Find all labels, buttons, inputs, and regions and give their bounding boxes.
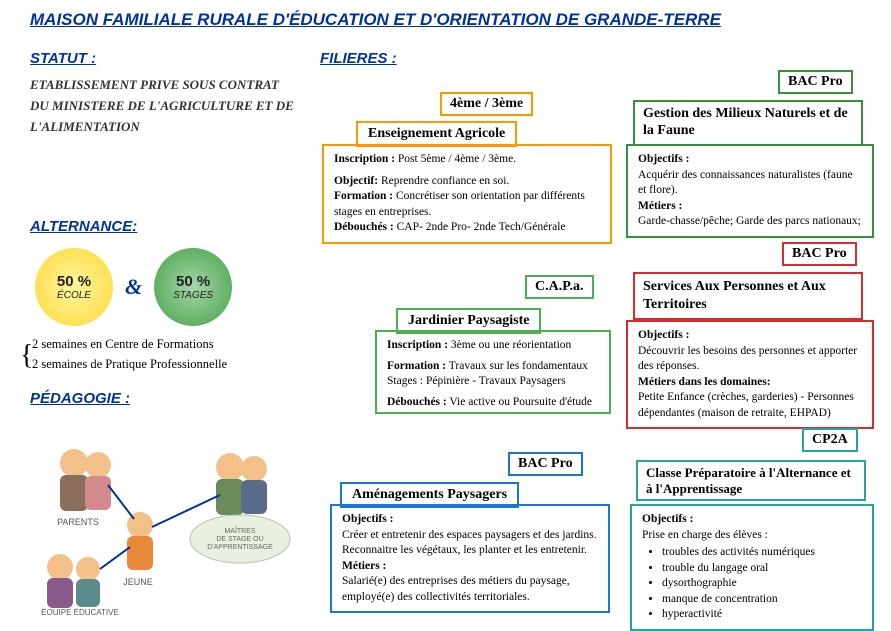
c3-body: Objectifs : Créer et entretenir des espa… [330,504,610,613]
circle-pct: 50 % [57,273,91,290]
statut-title: STATUT : [30,50,300,67]
alternance-section: ALTERNANCE: [30,218,370,235]
circle-ecole: 50 % ÉCOLE [35,248,113,326]
c2-level: C.A.P.a. [525,275,594,299]
c4-title: Gestion des Milieux Naturels et de la Fa… [633,100,863,146]
c5-level: BAC Pro [782,242,857,266]
filieres-title: FILIERES : [320,50,397,67]
circle-sub: ÉCOLE [57,290,91,301]
svg-text:ÉQUIPE ÉDUCATIVE: ÉQUIPE ÉDUCATIVE [41,608,119,615]
pedagogie-illustration: PARENTS JEUNE MAÎTRES DE STAGE OU D'APPR… [30,415,330,615]
svg-text:PARENTS: PARENTS [57,517,99,527]
statut-body: ETABLISSEMENT PRIVE SOUS CONTRAT DU MINI… [30,75,300,137]
svg-text:JEUNE: JEUNE [123,577,153,587]
statut-section: STATUT : ETABLISSEMENT PRIVE SOUS CONTRA… [30,50,300,137]
c1-level: 4ème / 3ème [440,92,533,116]
c5-title: Services Aux Personnes et Aux Territoire… [633,272,863,320]
ampersand: & [125,274,142,300]
c1-body: Inscription : Post 5ème / 4ème / 3ème. O… [322,144,612,244]
alt-line-2: 2 semaines de Pratique Professionnelle [32,354,227,374]
c6-title: Classe Préparatoire à l'Alternance et à … [636,460,866,501]
circle-stages: 50 % STAGES [154,248,232,326]
alt-line-1: 2 semaines en Centre de Formations [32,334,227,354]
c6-body: Objectifs : Prise en charge des élèves :… [630,504,874,631]
alternance-circles: 50 % ÉCOLE & 50 % STAGES [35,248,232,326]
alternance-lines: { 2 semaines en Centre de Formations 2 s… [32,334,227,374]
alternance-title: ALTERNANCE: [30,218,370,235]
c5-body: Objectifs : Découvrir les besoins des pe… [626,320,874,429]
c2-body: Inscription : 3ème ou une réorientation … [375,330,611,414]
svg-text:DE STAGE OU: DE STAGE OU [216,536,263,543]
svg-text:MAÎTRES: MAÎTRES [224,526,255,535]
c6-bullets: troubles des activités numériques troubl… [662,545,862,623]
c4-body: Objectifs : Acquérir des connaissances n… [626,144,874,238]
svg-text:D'APPRENTISSAGE: D'APPRENTISSAGE [207,544,273,551]
circle-pct: 50 % [176,273,210,290]
filieres-section: FILIERES : [320,50,397,67]
c3-level: BAC Pro [508,452,583,476]
circle-sub: STAGES [173,290,213,301]
pedagogie-section: PÉDAGOGIE : [30,390,350,407]
page-title: MAISON FAMILIALE RURALE D'ÉDUCATION ET D… [30,10,861,30]
c6-level: CP2A [802,428,858,452]
brace-icon: { [20,334,33,379]
c4-level: BAC Pro [778,70,853,94]
pedagogie-title: PÉDAGOGIE : [30,390,350,407]
